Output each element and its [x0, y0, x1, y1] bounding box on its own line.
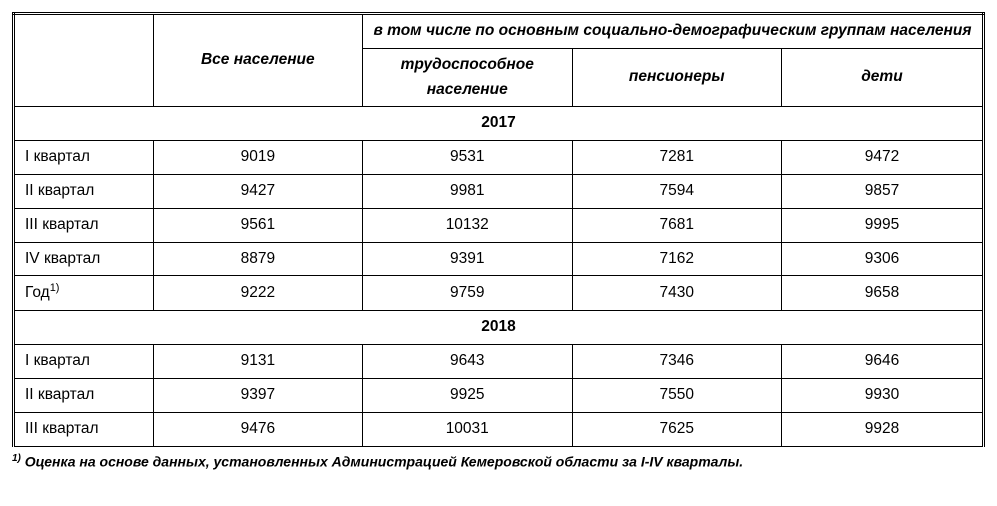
cell-work: 9925 — [362, 378, 572, 412]
cell-pens: 7625 — [572, 412, 781, 446]
header-blank — [14, 14, 154, 107]
row-label: II квартал — [14, 174, 154, 208]
row-label: III квартал — [14, 412, 154, 446]
row-label: II квартал — [14, 378, 154, 412]
row-label: I квартал — [14, 345, 154, 379]
cell-child: 9472 — [781, 141, 983, 175]
cell-work: 10031 — [362, 412, 572, 446]
cell-pens: 7346 — [572, 345, 781, 379]
cell-pens: 7681 — [572, 208, 781, 242]
table-body: 2017I квартал9019953172819472II квартал9… — [14, 107, 984, 446]
cell-child: 9995 — [781, 208, 983, 242]
cell-work: 9981 — [362, 174, 572, 208]
year-row: 2017 — [14, 107, 984, 141]
cell-pens: 7162 — [572, 242, 781, 276]
cell-child: 9646 — [781, 345, 983, 379]
cell-work: 9531 — [362, 141, 572, 175]
cell-pens: 7550 — [572, 378, 781, 412]
table-row: Год1)9222975974309658 — [14, 276, 984, 311]
row-label: III квартал — [14, 208, 154, 242]
row-label: I квартал — [14, 141, 154, 175]
cell-all: 9019 — [153, 141, 362, 175]
table-row: IV квартал8879939171629306 — [14, 242, 984, 276]
header-pensioners: пенсионеры — [572, 48, 781, 107]
table-header: Все население в том числе по основным со… — [14, 14, 984, 107]
data-table: Все население в том числе по основным со… — [12, 12, 985, 447]
cell-child: 9857 — [781, 174, 983, 208]
table-row: II квартал9427998175949857 — [14, 174, 984, 208]
cell-all: 9222 — [153, 276, 362, 311]
cell-child: 9930 — [781, 378, 983, 412]
cell-all: 9561 — [153, 208, 362, 242]
cell-pens: 7430 — [572, 276, 781, 311]
cell-work: 9759 — [362, 276, 572, 311]
year-row: 2018 — [14, 311, 984, 345]
footnote: 1) Оценка на основе данных, установленны… — [12, 453, 985, 470]
cell-all: 9397 — [153, 378, 362, 412]
cell-child: 9928 — [781, 412, 983, 446]
header-working-age: трудоспособное население — [362, 48, 572, 107]
footnote-marker: 1) — [12, 453, 21, 464]
table-row: I квартал9131964373469646 — [14, 345, 984, 379]
row-label: IV квартал — [14, 242, 154, 276]
cell-pens: 7281 — [572, 141, 781, 175]
cell-work: 9391 — [362, 242, 572, 276]
row-label: Год1) — [14, 276, 154, 311]
cell-all: 9131 — [153, 345, 362, 379]
table-row: II квартал9397992575509930 — [14, 378, 984, 412]
table-row: III квартал95611013276819995 — [14, 208, 984, 242]
header-subgroup-title: в том числе по основным социально-демогр… — [362, 14, 983, 49]
cell-all: 9476 — [153, 412, 362, 446]
cell-child: 9306 — [781, 242, 983, 276]
cell-all: 8879 — [153, 242, 362, 276]
table-row: I квартал9019953172819472 — [14, 141, 984, 175]
row-label-sup: 1) — [50, 282, 60, 294]
cell-all: 9427 — [153, 174, 362, 208]
cell-child: 9658 — [781, 276, 983, 311]
table-row: III квартал94761003176259928 — [14, 412, 984, 446]
header-children: дети — [781, 48, 983, 107]
cell-work: 10132 — [362, 208, 572, 242]
cell-pens: 7594 — [572, 174, 781, 208]
header-all-population: Все население — [153, 14, 362, 107]
cell-work: 9643 — [362, 345, 572, 379]
footnote-text: Оценка на основе данных, установленных А… — [25, 453, 743, 469]
